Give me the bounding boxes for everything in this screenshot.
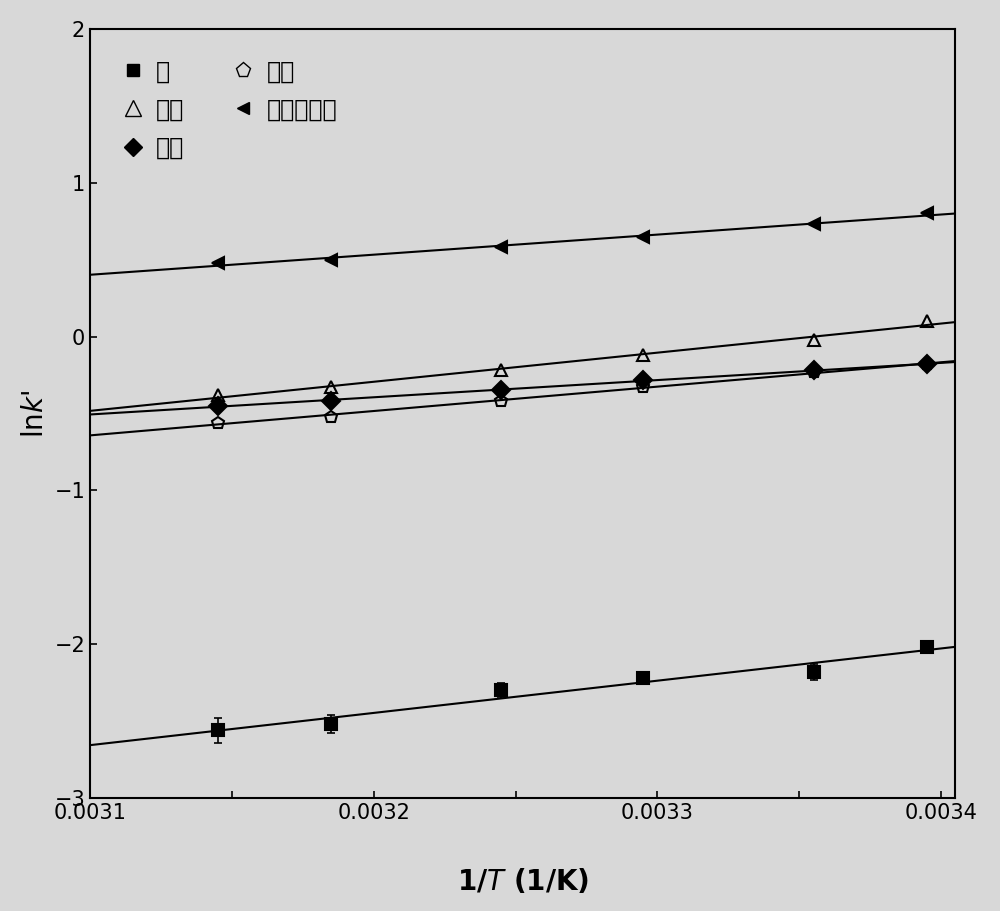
Text: $\mathbf{1/\mathit{T}}$ (1/K): $\mathbf{1/\mathit{T}}$ (1/K) xyxy=(457,867,589,896)
Legend: 苯, 溴苯, 苯酚, 氯苯, 磺胺甲噁唑: 苯, 溴苯, 苯酚, 氯苯, 磺胺甲噁唑 xyxy=(102,41,357,179)
Y-axis label: ln$k$': ln$k$' xyxy=(21,389,49,437)
